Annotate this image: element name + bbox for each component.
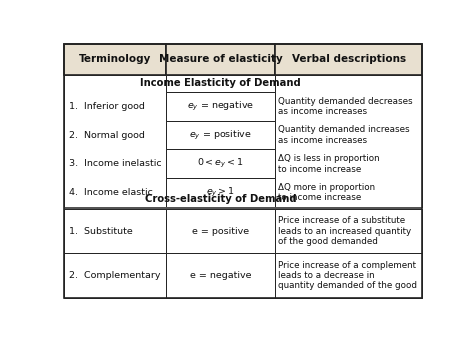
Bar <box>166 75 275 92</box>
Text: 3.  Income inelastic: 3. Income inelastic <box>69 159 162 168</box>
Text: 2.  Complementary: 2. Complementary <box>69 271 161 280</box>
Bar <box>166 44 275 75</box>
Text: 2.  Normal good: 2. Normal good <box>69 130 145 140</box>
Text: 1.  Inferior good: 1. Inferior good <box>69 102 145 111</box>
Text: e = negative: e = negative <box>190 271 251 280</box>
Text: $0 < e_y < 1$: $0 < e_y < 1$ <box>197 157 244 170</box>
Text: Income Elasticity of Demand: Income Elasticity of Demand <box>140 78 301 88</box>
Text: Price increase of a substitute
leads to an increased quantity
of the good demand: Price increase of a substitute leads to … <box>278 216 411 246</box>
Bar <box>166 149 275 178</box>
Bar <box>64 207 422 209</box>
Text: Price increase of a complement
leads to a decrease in
quantity demanded of the g: Price increase of a complement leads to … <box>278 261 417 290</box>
Bar <box>64 75 166 207</box>
Text: ΔQ is less in proportion
to income increase: ΔQ is less in proportion to income incre… <box>278 154 380 173</box>
Text: ΔQ more in proportion
to income increase: ΔQ more in proportion to income increase <box>278 183 375 202</box>
Bar <box>64 209 166 254</box>
Text: $e_y$ = positive: $e_y$ = positive <box>189 128 252 142</box>
Text: Measure of elasticity: Measure of elasticity <box>159 54 283 64</box>
Text: Quantity demanded increases
as income increases: Quantity demanded increases as income in… <box>278 125 410 145</box>
Text: 4.  Income elastic: 4. Income elastic <box>69 188 153 197</box>
Bar <box>166 254 275 298</box>
Text: e = positive: e = positive <box>192 227 249 236</box>
Text: 1.  Substitute: 1. Substitute <box>69 227 133 236</box>
Bar <box>275 75 422 207</box>
Text: Terminology: Terminology <box>79 54 151 64</box>
Text: $e_y > 1$: $e_y > 1$ <box>206 186 235 199</box>
Text: Verbal descriptions: Verbal descriptions <box>292 54 406 64</box>
Text: Quantity demanded decreases
as income increases: Quantity demanded decreases as income in… <box>278 97 413 116</box>
Text: $e_y$ = negative: $e_y$ = negative <box>187 100 254 113</box>
Bar <box>166 178 275 207</box>
Bar <box>166 121 275 149</box>
Bar <box>275 209 422 254</box>
Bar <box>166 92 275 121</box>
Text: Cross-elasticity of Demand: Cross-elasticity of Demand <box>145 194 296 204</box>
Bar <box>166 209 275 254</box>
Bar <box>275 254 422 298</box>
Bar <box>64 254 166 298</box>
Bar <box>275 44 422 75</box>
Bar <box>64 44 166 75</box>
